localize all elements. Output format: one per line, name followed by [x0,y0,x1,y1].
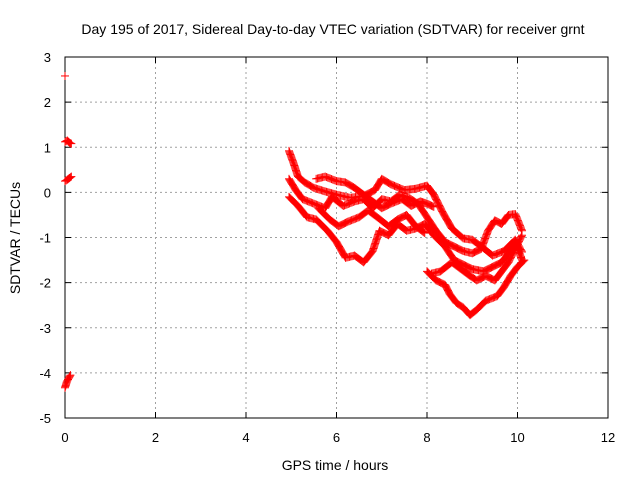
x-tick-label: 4 [242,430,249,445]
data-point [428,188,437,197]
x-tick-label: 12 [601,430,615,445]
data-point [392,216,401,225]
data-point [419,228,428,237]
data-point [431,275,440,284]
data-point [457,232,466,241]
y-tick-label: -4 [39,366,51,381]
data-point [302,212,311,221]
data-point [477,274,486,283]
data-point [428,202,437,211]
data-point [61,71,69,80]
data-point [429,202,438,211]
data-point [518,231,527,240]
y-tick-label: 0 [44,185,51,200]
y-tick-label: -2 [39,276,51,291]
data-point [418,227,427,236]
data-point [517,225,526,234]
data-point [297,194,306,203]
data-point [367,249,376,258]
y-tick-label: -1 [39,231,51,246]
y-tick-label: -3 [39,321,51,336]
data-point [517,232,526,241]
data-point [499,284,508,293]
x-tick-label: 0 [61,430,68,445]
data-point [67,172,76,181]
data-points [61,71,529,392]
y-axis-label: SDTVAR / TECUs [7,182,23,294]
data-point [420,228,429,237]
y-tick-label: 3 [44,50,51,65]
data-point [518,257,527,266]
data-point [331,236,340,245]
data-point [503,211,512,220]
x-tick-label: 8 [423,430,430,445]
chart-title: Day 195 of 2017, Sidereal Day-to-day VTE… [81,21,584,37]
x-tick-label: 2 [152,430,159,445]
x-tick-label: 10 [510,430,524,445]
data-point [520,256,529,265]
data-point [502,260,511,269]
data-point [65,373,74,382]
y-tick-label: -5 [39,411,51,426]
data-point [66,173,75,182]
data-point [65,173,74,182]
x-axis-label: GPS time / hours [282,457,389,473]
data-point [66,371,75,380]
data-point [480,297,489,306]
data-point [67,139,76,148]
x-tick-label: 6 [333,430,340,445]
data-point [65,372,74,381]
data-point [519,257,528,266]
data-point [400,225,409,234]
y-tick-label: 1 [44,140,51,155]
y-tick-label: 2 [44,95,51,110]
